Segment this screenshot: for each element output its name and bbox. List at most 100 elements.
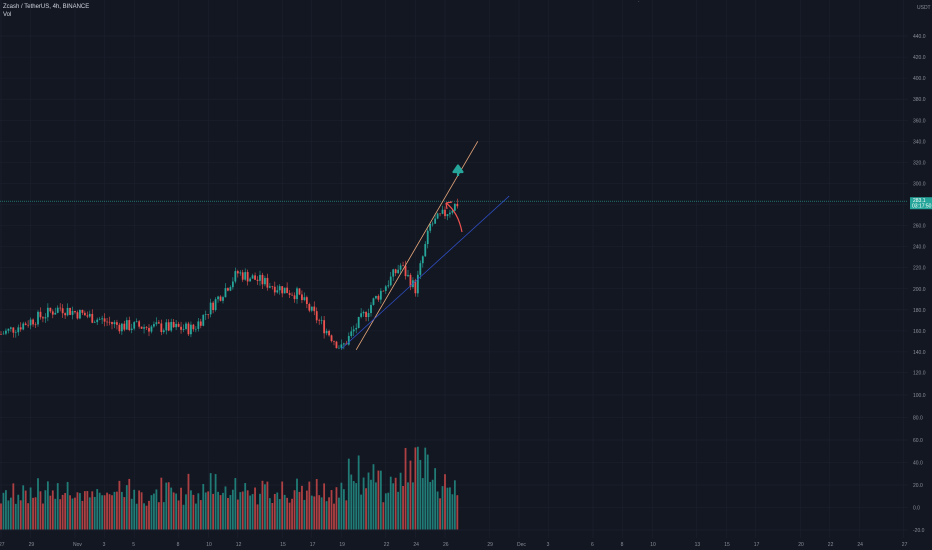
volume-bar	[375, 482, 377, 530]
candle-body	[367, 313, 370, 318]
y-tick-label: 260.0	[913, 224, 926, 230]
volume-bar	[79, 493, 81, 530]
candle-body	[266, 277, 269, 288]
volume-bar	[264, 484, 266, 530]
volume-bar	[71, 498, 74, 530]
volume-bar	[212, 493, 215, 530]
volume-bar	[429, 481, 432, 530]
candle-body	[439, 213, 441, 215]
volume-bar	[382, 502, 385, 530]
candle-body	[71, 310, 74, 315]
candle-body	[407, 274, 409, 277]
volume-bar	[101, 495, 104, 530]
candle-body	[51, 311, 54, 315]
volume-bar	[444, 474, 446, 530]
candle-body	[165, 322, 168, 331]
candle-body	[209, 302, 212, 315]
candle-body	[416, 274, 419, 294]
volume-bar	[281, 481, 284, 530]
candle-body	[424, 244, 427, 257]
x-tick-label: 12	[236, 542, 242, 548]
volume-bar	[86, 490, 89, 530]
lower-trendline[interactable]	[341, 195, 510, 350]
candle-body	[310, 306, 313, 311]
price-axis[interactable]: 440.0 420.0 400.0 380.0 360.0 340.0 320.0 300.0…	[913, 34, 926, 534]
volume-bar	[32, 497, 34, 530]
volume-bar	[175, 493, 178, 530]
volume-bar	[236, 499, 239, 530]
candle-body	[113, 322, 116, 325]
x-tick-label: 10	[206, 542, 212, 548]
volume-bar	[424, 447, 427, 530]
x-tick-label: 19	[339, 542, 345, 548]
x-tick-label: 3	[547, 542, 550, 548]
x-tick-label: 27	[902, 542, 908, 548]
volume-bar	[49, 495, 52, 530]
upper-trendline[interactable]	[355, 141, 479, 351]
volume-bar	[64, 493, 67, 530]
candle-body	[5, 330, 7, 334]
volume-bar	[170, 487, 173, 530]
candle-body	[394, 269, 397, 274]
x-tick-label: 15	[724, 542, 730, 548]
candle-body	[207, 314, 210, 315]
candle-body	[160, 323, 163, 333]
volume-bar	[399, 472, 402, 530]
volume-bar	[27, 503, 30, 530]
candle-body	[2, 333, 5, 335]
candle-body	[256, 279, 259, 281]
volume-bar	[389, 476, 392, 530]
volume-bar	[419, 459, 422, 530]
volume-bar	[91, 491, 94, 530]
volume-bar	[431, 479, 434, 530]
candle-body	[22, 323, 25, 330]
candle-body	[286, 287, 289, 294]
volume-bar	[305, 490, 308, 530]
x-tick-label: 8	[177, 542, 180, 548]
volume-bar	[219, 495, 222, 530]
volume-bar	[446, 487, 449, 530]
volume-label[interactable]: Vol	[3, 12, 12, 18]
x-tick-label: Dec	[517, 542, 526, 548]
candle-body	[251, 275, 254, 279]
candle-body	[128, 320, 131, 331]
volume-bar	[74, 497, 76, 530]
candle-body	[14, 332, 17, 333]
volume-bar	[185, 494, 187, 530]
x-tick-label: 27	[0, 542, 5, 548]
candle-body	[187, 323, 190, 335]
candle-body	[148, 327, 150, 332]
volume-bar	[407, 482, 409, 530]
volume-bar	[293, 490, 296, 530]
volume-bar	[96, 489, 99, 530]
candle-body	[116, 322, 118, 325]
volume-bar	[51, 490, 54, 530]
current-price-badge: 283.1 03:17:50	[910, 197, 932, 210]
volume-bar	[333, 503, 335, 530]
volume-bar	[113, 491, 116, 530]
candle-body	[135, 321, 138, 323]
candle-body	[234, 271, 237, 282]
volume-bar	[409, 460, 412, 530]
volume-bar	[162, 502, 165, 530]
candle-body	[320, 320, 323, 321]
x-tick-label: 13	[695, 542, 701, 548]
candle-body	[453, 203, 456, 211]
y-tick-label: 80.0	[913, 416, 923, 422]
symbol-title[interactable]: Zcash / TetherUS, 4h, BINANCE	[3, 4, 90, 10]
candle-body	[138, 321, 141, 327]
volume-bar	[133, 489, 136, 530]
time-axis[interactable]: 27 29 Nov 3 5 8 10 12 15 17 19 22 24 26 29 Dec 3 6 8 10 13 15…	[0, 542, 908, 548]
candle-body	[340, 344, 343, 348]
x-tick-label: 17	[310, 542, 316, 548]
candle-body	[419, 263, 422, 275]
volume-bar	[143, 503, 145, 530]
candle-body	[101, 318, 104, 320]
candle-body	[145, 327, 148, 328]
candle-body	[44, 317, 47, 319]
candle-body	[140, 326, 143, 329]
candle-body	[244, 272, 247, 280]
volume-bar	[357, 455, 360, 530]
volume-bar	[286, 497, 289, 530]
